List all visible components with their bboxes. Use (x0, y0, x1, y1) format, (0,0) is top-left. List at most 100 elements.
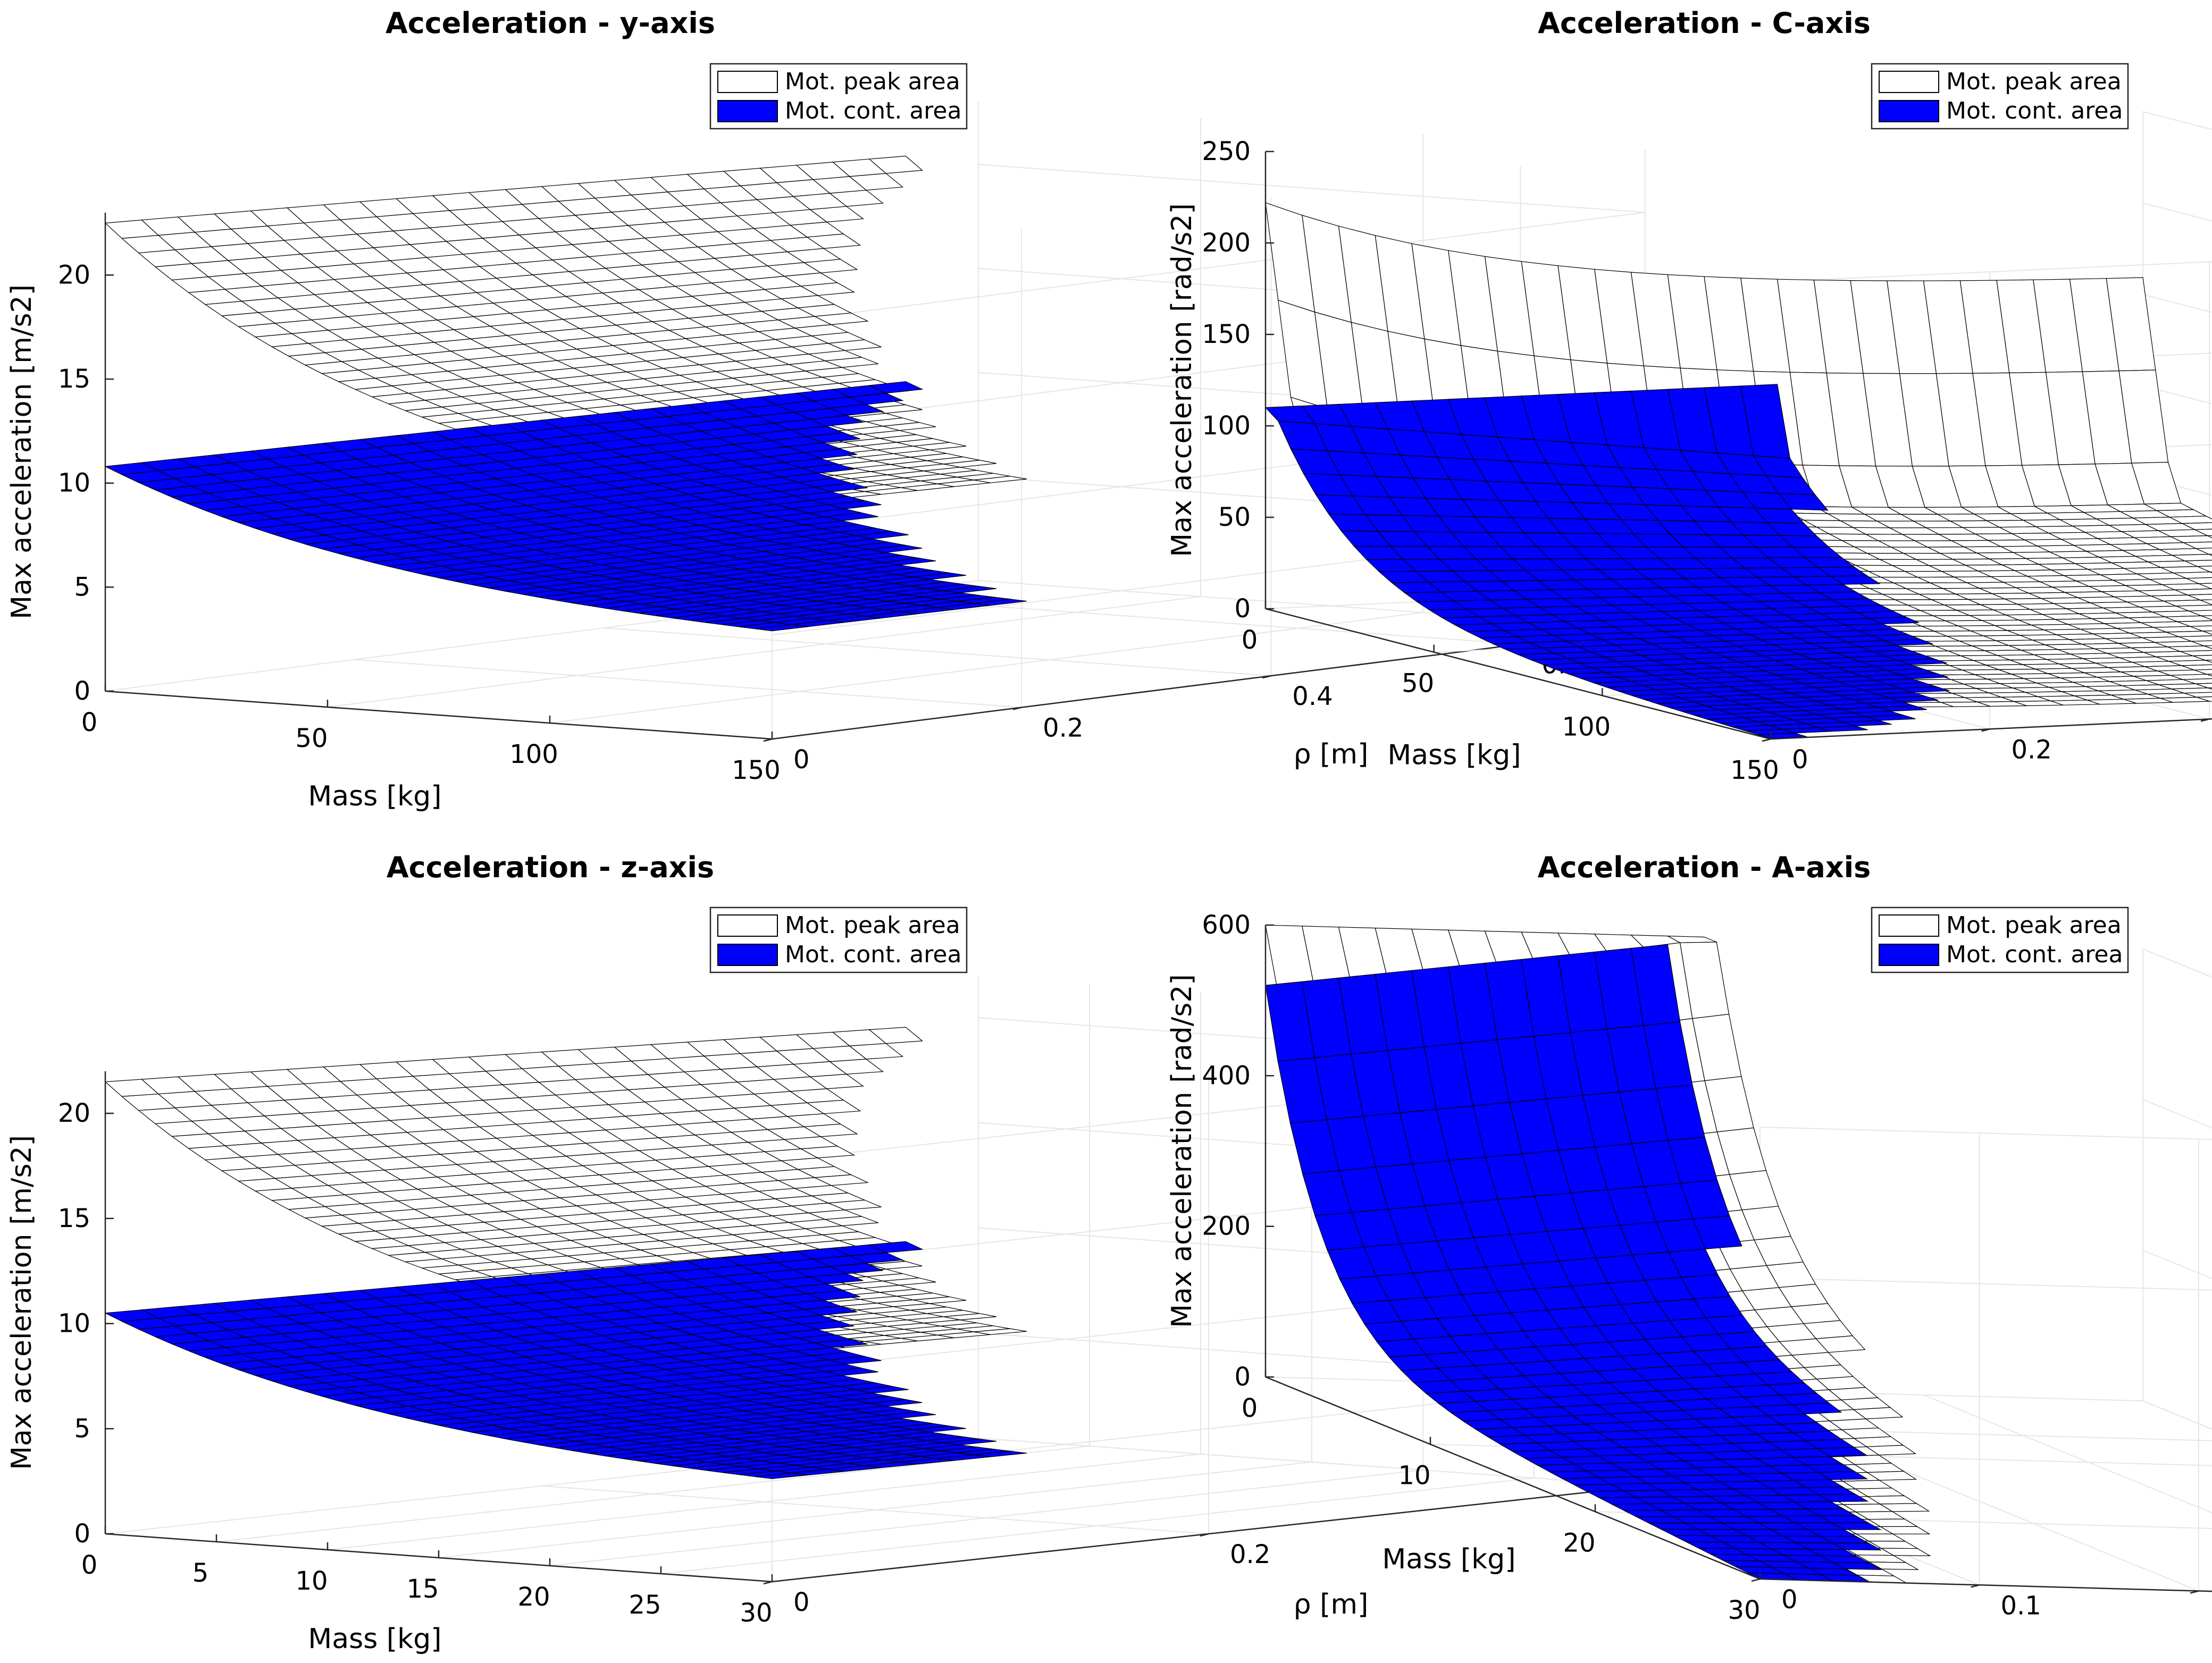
grid-line (1759, 1127, 2212, 1140)
x-tick-label: 150 (1730, 755, 1779, 785)
axes (1264, 150, 2212, 742)
z-tick-label: 15 (58, 1204, 90, 1233)
grid-line (355, 659, 1022, 708)
chart-title: Acceleration - A-axis (1538, 851, 1871, 884)
z-tick-label: 20 (58, 1098, 90, 1128)
y-tick-label: 0.2 (1043, 713, 1083, 743)
z-tick-label: 200 (1202, 228, 1251, 258)
y-tick-label: 0 (1792, 745, 1808, 775)
z-tick-label: 250 (1202, 137, 1251, 166)
legend-label: Mot. cont. area (785, 97, 961, 124)
z-tick-label: 400 (1202, 1061, 1251, 1090)
y-tick-label: 0.2 (2012, 735, 2052, 765)
legend-swatch-peak (1879, 71, 1939, 93)
z-tick-label: 600 (1202, 910, 1251, 940)
y-tick (1200, 1533, 1209, 1537)
z-tick-label: 0 (74, 1519, 90, 1549)
grid-line (978, 164, 1646, 213)
grid-line (1759, 1427, 2212, 1441)
z-tick-label: 20 (58, 260, 90, 290)
x-tick-label: 0 (81, 708, 98, 737)
legend-swatch-cont (717, 944, 778, 966)
z-tick-label: 200 (1202, 1212, 1251, 1241)
x-tick-label: 100 (1562, 712, 1611, 742)
x-tick-label: 30 (1728, 1595, 1760, 1625)
y-tick-label: 0 (793, 1588, 810, 1617)
legend-swatch-cont (1879, 100, 1939, 122)
x-axis-label: Mass [kg] (1387, 740, 1521, 771)
x-axis-label: Mass [kg] (308, 1623, 441, 1655)
grid-line (327, 596, 1201, 708)
z-tick-label: 5 (74, 572, 90, 602)
z-axis-label: Max acceleration [rad/s2] (1166, 203, 1198, 557)
z-tick-label: 0 (1234, 1362, 1251, 1392)
surfaces (1264, 202, 2212, 739)
x-tick-label: 0 (81, 1550, 98, 1580)
grid-line (1759, 1578, 2212, 1592)
x-tick-label: 5 (192, 1558, 209, 1588)
z-tick-label: 50 (1218, 502, 1251, 532)
x-tick-label: 50 (295, 724, 328, 753)
z-tick-label: 10 (58, 468, 90, 498)
grid-line (772, 212, 1646, 324)
x-tick-label: 20 (1563, 1528, 1595, 1558)
y-tick-label: 0.2 (1230, 1540, 1270, 1569)
legend-label: Mot. peak area (785, 912, 960, 939)
grid-line (1923, 1394, 2212, 1514)
chart-title: Acceleration - z-axis (387, 851, 714, 884)
y-tick (1012, 707, 1022, 710)
legend-swatch-peak (1879, 914, 1939, 937)
legend-label: Mot. peak area (785, 68, 960, 95)
surfaces (104, 155, 1027, 632)
z-tick-label: 15 (58, 364, 90, 394)
surface-patch (755, 1472, 809, 1479)
grid-line (549, 612, 1423, 724)
surface-cont (1264, 384, 1950, 739)
y-tick (1762, 738, 1771, 742)
legend-label: Mot. cont. area (1946, 941, 2123, 968)
legend-swatch-peak (717, 71, 778, 93)
y-axis-label: ρ [m] (1294, 738, 1369, 770)
z-axis-label: Max acceleration [m/s2] (6, 1135, 38, 1470)
y-tick-label: 0 (793, 745, 810, 775)
x-axis-label: Mass [kg] (308, 780, 441, 812)
x-tick-label: 30 (740, 1598, 772, 1628)
y-tick-label: 0 (1781, 1585, 1798, 1615)
x-tick-label: 100 (509, 740, 558, 769)
legend-label: Mot. peak area (1946, 68, 2122, 95)
x-tick-label: 150 (732, 755, 781, 785)
z-axis-label: Max acceleration [rad/s2] (1166, 974, 1198, 1328)
x-tick-label: 10 (295, 1566, 328, 1596)
chart-title: Acceleration - C-axis (1538, 6, 1871, 40)
z-tick-label: 0 (74, 676, 90, 706)
x-tick-label: 0 (1242, 625, 1258, 655)
axes (104, 1071, 1646, 1585)
y-axis-line (1759, 1578, 2212, 1592)
grid-line (541, 1485, 1209, 1534)
surface-cont (104, 381, 1027, 632)
grid-line (2142, 1099, 2212, 1129)
x-tick-label: 0 (1242, 1393, 1258, 1423)
legend-swatch-cont (1879, 944, 1939, 966)
grid-line (1770, 261, 2212, 282)
grid-line (1759, 1277, 2212, 1291)
grid-line (2142, 203, 2212, 222)
surface-patch (755, 624, 809, 632)
grid-line (604, 627, 1271, 677)
z-tick-label: 5 (74, 1414, 90, 1443)
x-tick-label: 15 (406, 1574, 439, 1604)
x-tick-label: 25 (629, 1590, 661, 1620)
z-axis-label: Max acceleration [m/s2] (6, 284, 38, 619)
surface-peak (104, 155, 1027, 507)
legend-label: Mot. cont. area (785, 941, 961, 968)
z-tick-label: 10 (58, 1309, 90, 1339)
x-axis-line (1265, 608, 1771, 740)
legend-label: Mot. cont. area (1946, 97, 2123, 124)
z-tick-label: 0 (1234, 594, 1251, 624)
y-tick (1751, 1578, 1761, 1582)
